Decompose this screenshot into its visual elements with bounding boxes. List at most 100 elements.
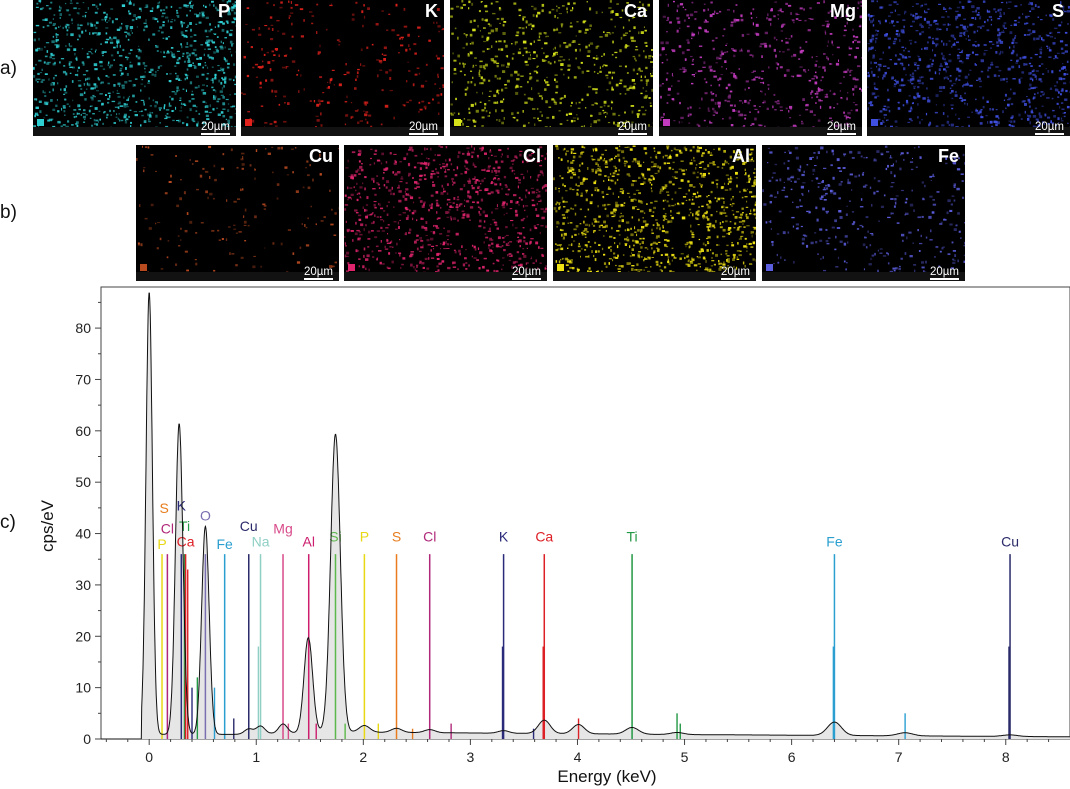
y-tick-label: 50 [75, 474, 91, 490]
spectrum-line [101, 292, 1070, 740]
map-texture [344, 145, 547, 272]
map-bottom-bar [450, 127, 653, 136]
x-tick-label: 3 [466, 749, 474, 765]
x-tick-label: 6 [788, 749, 796, 765]
map-element-label: K [425, 1, 438, 21]
y-axis-title: cps/eV [38, 499, 57, 552]
element-map-k: K 20µm [241, 0, 444, 136]
marker-label-fe: Fe [216, 536, 233, 552]
map-color-swatch [663, 119, 670, 126]
marker-label-o: O [200, 508, 211, 524]
map-scale-bar: 20µm [827, 121, 856, 135]
map-bottom-bar [241, 127, 444, 136]
marker-label-ti: Ti [626, 528, 637, 544]
map-bottom-bar [344, 272, 547, 281]
scale-label: 20µm [721, 266, 750, 278]
marker-label-mg: Mg [273, 521, 292, 537]
row-label-b: b) [0, 202, 17, 223]
marker-label-cu: Cu [240, 518, 258, 534]
scale-line [304, 278, 333, 280]
map-scale-bar: 20µm [304, 266, 333, 280]
map-color-swatch [557, 264, 564, 271]
scale-label: 20µm [827, 121, 856, 133]
map-element-label: Al [732, 146, 750, 166]
map-bottom-bar [33, 127, 236, 136]
map-element-label: Cu [309, 146, 333, 166]
map-texture [241, 0, 444, 127]
map-bottom-bar [659, 127, 862, 136]
y-tick-label: 10 [75, 680, 91, 696]
map-bottom-bar [867, 127, 1070, 136]
element-map-p: P 20µm [33, 0, 236, 136]
element-map-ca: Ca 20µm [450, 0, 653, 136]
element-map-mg: Mg 20µm [659, 0, 862, 136]
x-tick-label: 0 [145, 749, 153, 765]
map-texture [659, 0, 862, 127]
element-map-cl: Cl 20µm [344, 145, 547, 281]
map-texture [867, 0, 1070, 127]
marker-label-ca: Ca [177, 533, 195, 549]
map-color-swatch [871, 119, 878, 126]
element-map-fe: Fe 20µm [762, 145, 965, 281]
row-label-a: a) [0, 58, 17, 79]
element-map-al: Al 20µm [553, 145, 756, 281]
map-element-label: Mg [830, 1, 856, 21]
y-tick-label: 60 [75, 423, 91, 439]
map-element-label: Ca [623, 1, 647, 21]
map-texture [762, 145, 965, 272]
marker-label-fe: Fe [826, 533, 843, 549]
marker-label-cu: Cu [1001, 533, 1019, 549]
scale-label: 20µm [618, 121, 647, 133]
map-scale-bar: 20µm [618, 121, 647, 135]
scale-label: 20µm [201, 121, 230, 133]
scale-line [721, 278, 750, 280]
map-color-swatch [348, 264, 355, 271]
map-element-label: P [217, 1, 230, 21]
axis-layer: 0 10 20 30 40 50 60 70 80 0 1 2 3 4 5 6 7 8 [75, 301, 1050, 765]
marker-label-s: S [160, 500, 169, 516]
scale-line [409, 133, 438, 135]
y-tick-label: 80 [75, 320, 91, 336]
marker-label-p: P [360, 528, 369, 544]
scale-line [201, 133, 230, 135]
marker-label-ti: Ti [179, 518, 190, 534]
plot-frame [100, 286, 1070, 740]
spectrum-area [101, 293, 1070, 739]
element-map-cu: Cu 20µm [136, 145, 339, 281]
scale-label: 20µm [409, 121, 438, 133]
y-tick-label: 70 [75, 371, 91, 387]
map-scale-bar: 20µm [512, 266, 541, 280]
map-color-swatch [454, 119, 461, 126]
y-tick-label: 30 [75, 577, 91, 593]
map-texture [136, 145, 339, 272]
x-tick-label: 1 [252, 749, 260, 765]
x-tick-label: 4 [574, 749, 582, 765]
map-color-swatch [766, 264, 773, 271]
map-bottom-bar [762, 272, 965, 281]
scale-line [618, 133, 647, 135]
marker-label-p: P [157, 536, 166, 552]
map-scale-bar: 20µm [1035, 121, 1064, 135]
map-scale-bar: 20µm [930, 266, 959, 280]
scale-label: 20µm [512, 266, 541, 278]
map-scale-bar: 20µm [721, 266, 750, 280]
marker-label-na: Na [252, 533, 270, 549]
x-tick-label: 7 [895, 749, 903, 765]
map-texture [450, 0, 653, 127]
map-color-swatch [140, 264, 147, 271]
marker-label-ca: Ca [535, 528, 553, 544]
map-bottom-bar [553, 272, 756, 281]
map-texture [33, 0, 236, 127]
scale-label: 20µm [1035, 121, 1064, 133]
marker-label-al: Al [302, 533, 314, 549]
x-tick-label: 5 [681, 749, 689, 765]
scale-line [1035, 133, 1064, 135]
map-element-label: S [1051, 1, 1064, 21]
map-scale-bar: 20µm [409, 121, 438, 135]
spectrum-fill-layer [101, 293, 1070, 739]
spectrum-curve-layer [101, 292, 1070, 740]
scale-line [512, 278, 541, 280]
map-element-label: Fe [937, 146, 959, 166]
y-tick-label: 0 [83, 731, 91, 747]
